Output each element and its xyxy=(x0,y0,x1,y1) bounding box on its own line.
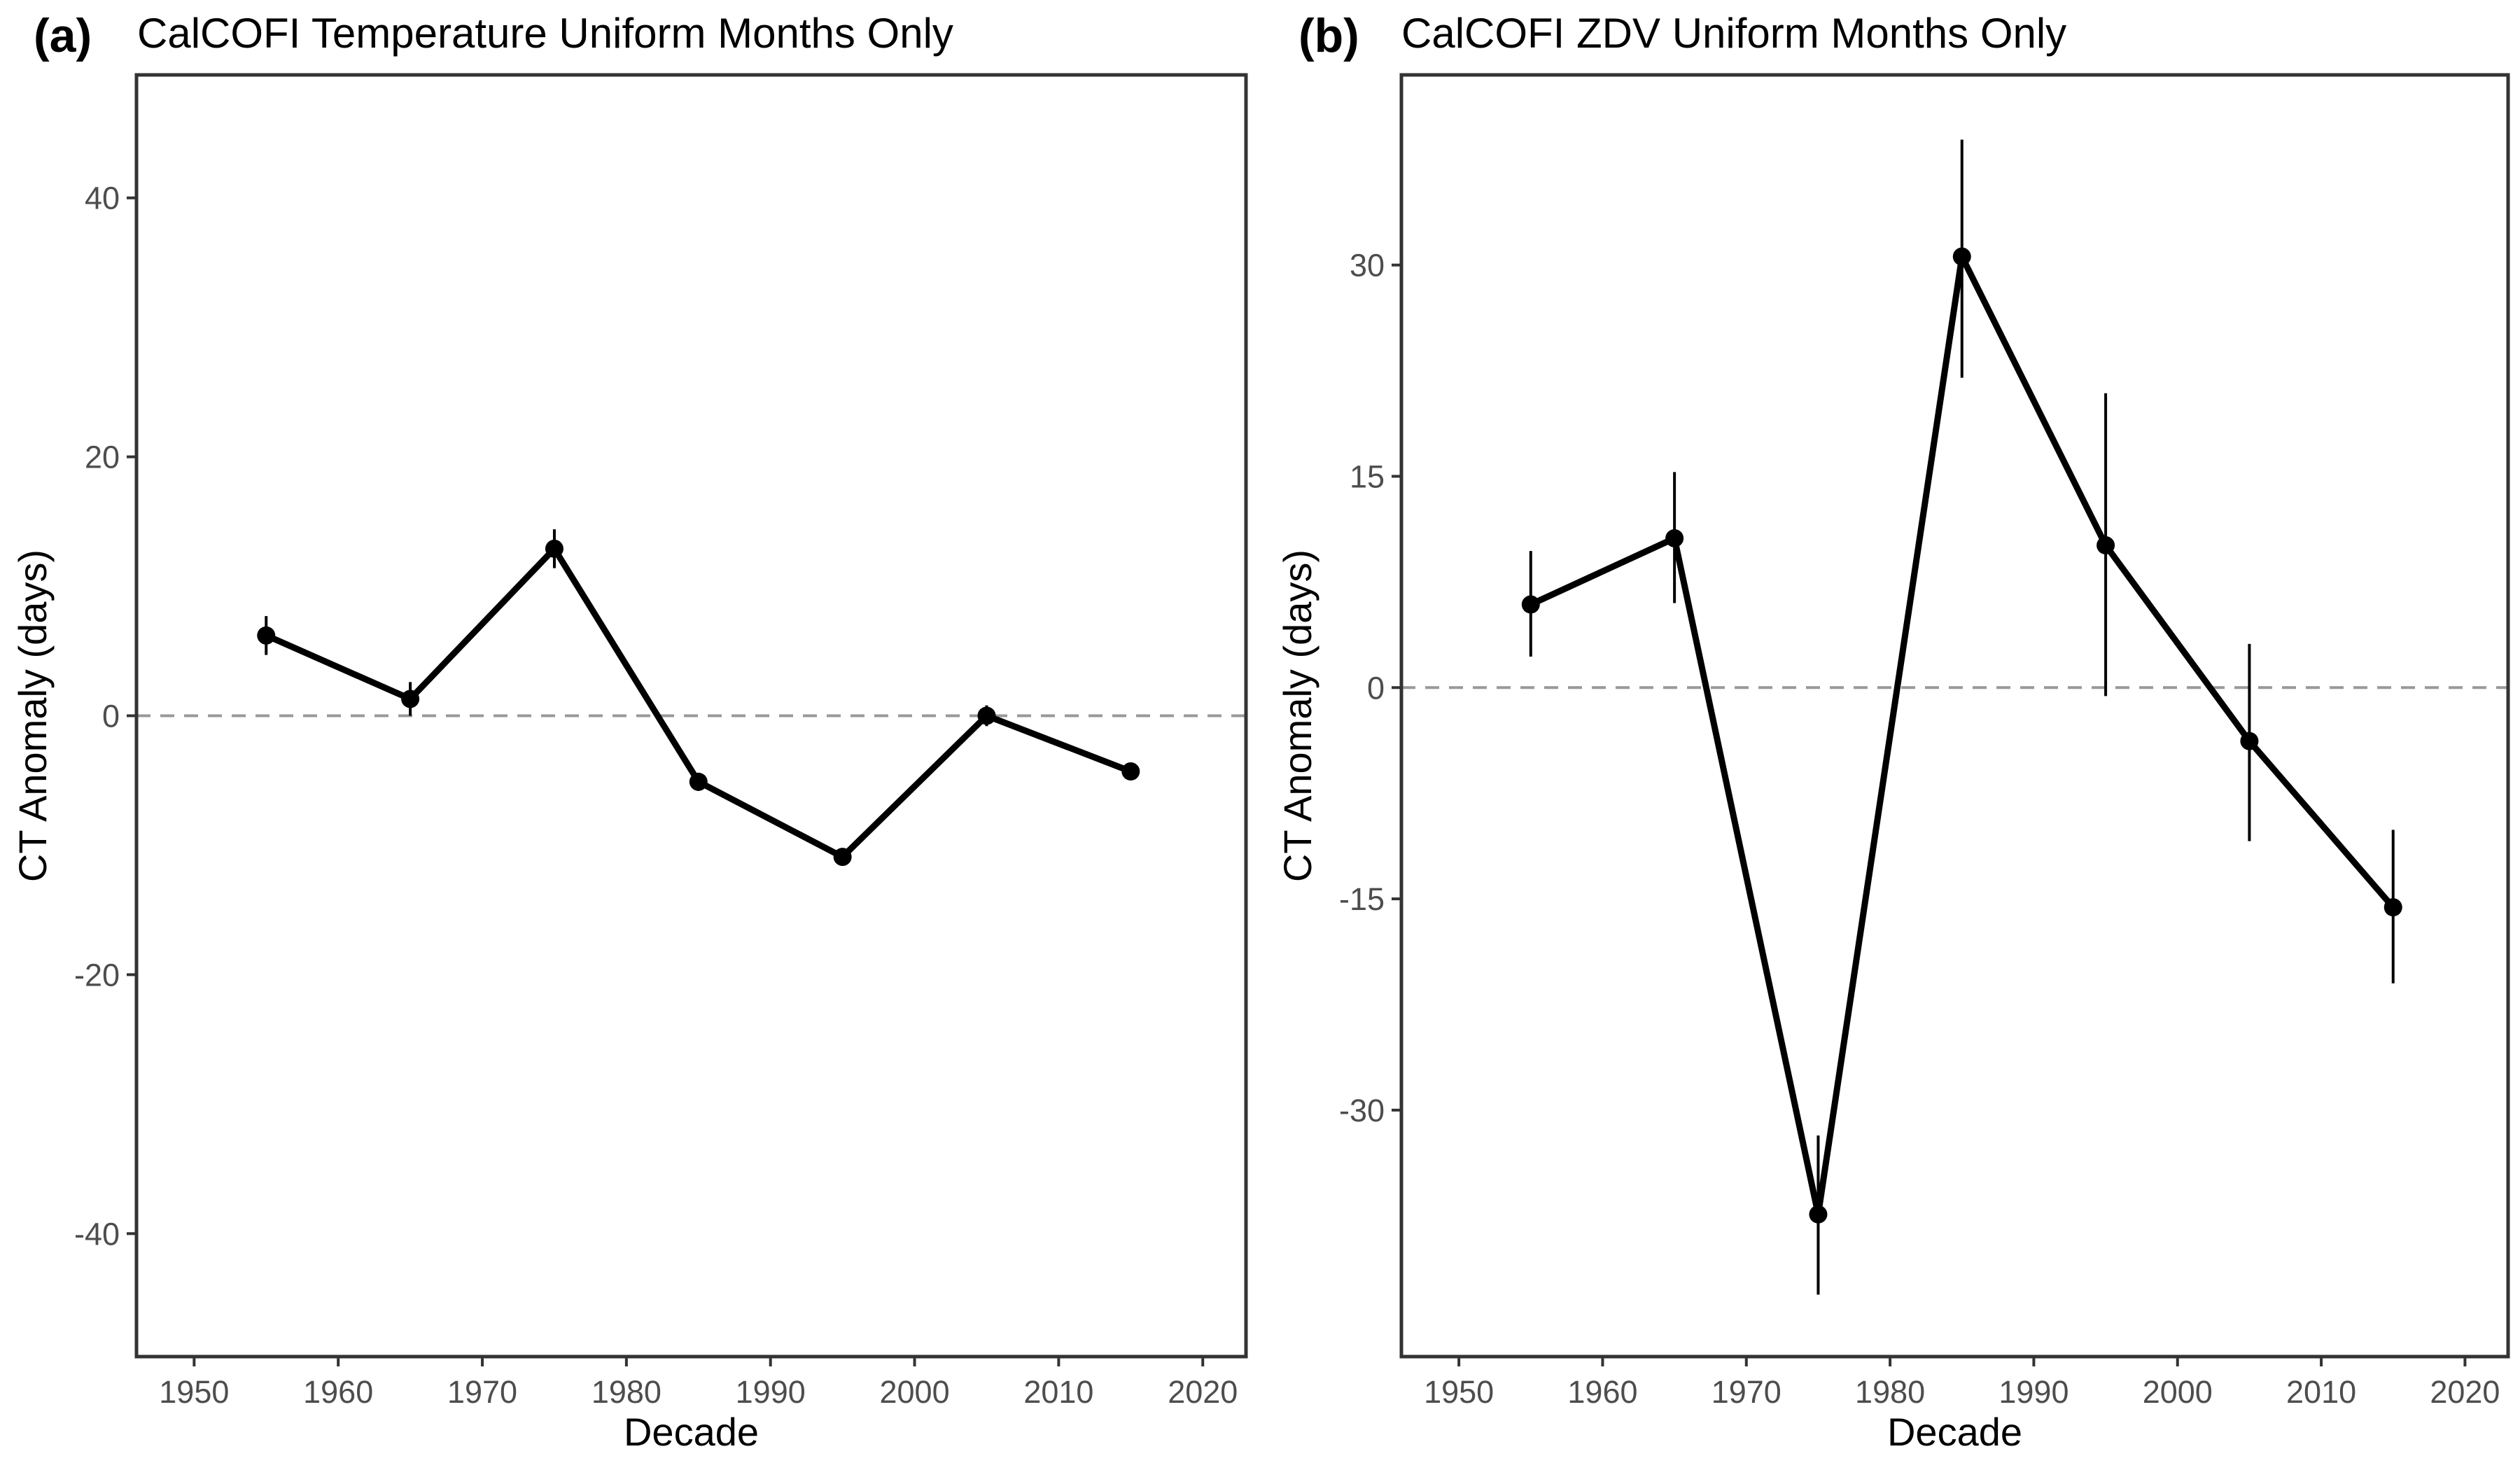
data-point xyxy=(1665,528,1684,547)
data-point xyxy=(833,848,852,867)
y-tick-label: 20 xyxy=(85,440,120,475)
data-point xyxy=(1952,247,1971,266)
y-axis-title: CT Anomaly (days) xyxy=(10,550,55,882)
y-tick-label: 40 xyxy=(85,181,120,216)
data-point xyxy=(689,772,708,791)
data-point xyxy=(545,539,564,558)
chart-title: CalCOFI ZDV Uniform Months Only xyxy=(1401,10,2066,57)
x-tick-label: 1970 xyxy=(447,1374,517,1410)
plot-frame xyxy=(134,73,1248,1359)
data-point xyxy=(401,690,420,708)
plot-frame xyxy=(1399,73,2510,1359)
y-tick-label: 30 xyxy=(1350,248,1385,284)
series-line xyxy=(1527,253,2397,1218)
x-tick-label: 2020 xyxy=(2430,1374,2500,1410)
data-point xyxy=(2384,898,2402,917)
panel-a: (a) CalCOFI Temperature Uniform Months On… xyxy=(10,9,1248,1454)
panel-label: (a) xyxy=(34,9,92,62)
chart-title: CalCOFI Temperature Uniform Months Only xyxy=(137,10,953,57)
x-axis-title: Decade xyxy=(1887,1410,2022,1454)
y-tick-label: 0 xyxy=(102,699,120,734)
x-tick-label: 2000 xyxy=(880,1374,950,1410)
x-tick-label: 1950 xyxy=(1424,1374,1494,1410)
y-axis-title: CT Anomaly (days) xyxy=(1275,550,1320,882)
series-line xyxy=(262,545,1134,860)
x-tick-label: 1980 xyxy=(592,1374,662,1410)
x-tick-label: 1970 xyxy=(1712,1374,1782,1410)
y-tick-label: 15 xyxy=(1350,458,1385,494)
panel-label: (b) xyxy=(1298,9,1359,62)
x-tick-label: 2010 xyxy=(1023,1374,1093,1410)
x-tick-label: 1960 xyxy=(1567,1374,1637,1410)
data-point xyxy=(1521,595,1540,614)
y-tick-label: -15 xyxy=(1339,881,1385,917)
x-tick-label: 1990 xyxy=(1998,1374,2068,1410)
y-tick-label: -40 xyxy=(74,1216,120,1252)
data-point xyxy=(1121,762,1140,781)
x-tick-label: 1950 xyxy=(159,1374,229,1410)
data-point xyxy=(977,706,996,725)
x-tick-label: 1990 xyxy=(736,1374,806,1410)
x-axis-title: Decade xyxy=(624,1410,759,1454)
x-tick-label: 2020 xyxy=(1168,1374,1238,1410)
y-tick-label: -20 xyxy=(74,957,120,993)
x-tick-label: 2000 xyxy=(2143,1374,2213,1410)
panel-b: (b) CalCOFI ZDV Uniform Months Only -30 -15… xyxy=(1275,9,2510,1454)
data-point xyxy=(2240,732,2259,750)
y-tick-label: -30 xyxy=(1339,1093,1385,1128)
x-tick-label: 1980 xyxy=(1855,1374,1925,1410)
data-point xyxy=(1809,1205,1828,1224)
data-point xyxy=(2096,536,2115,555)
y-tick-label: 0 xyxy=(1367,670,1385,706)
x-tick-label: 1960 xyxy=(303,1374,373,1410)
data-point xyxy=(257,626,276,645)
x-tick-label: 2010 xyxy=(2286,1374,2356,1410)
